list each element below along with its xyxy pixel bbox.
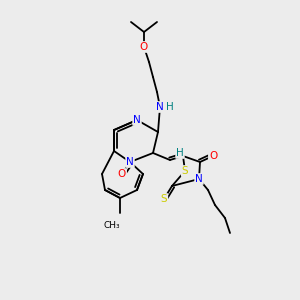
Text: O: O <box>118 169 126 179</box>
Text: S: S <box>182 166 188 176</box>
Text: O: O <box>140 42 148 52</box>
Text: CH₃: CH₃ <box>104 221 120 230</box>
Text: N: N <box>195 174 203 184</box>
Text: N: N <box>156 102 164 112</box>
Text: H: H <box>176 148 184 158</box>
Text: S: S <box>161 194 167 204</box>
Text: H: H <box>166 102 174 112</box>
Text: N: N <box>133 115 141 125</box>
Text: O: O <box>209 151 217 161</box>
Text: N: N <box>126 157 134 167</box>
